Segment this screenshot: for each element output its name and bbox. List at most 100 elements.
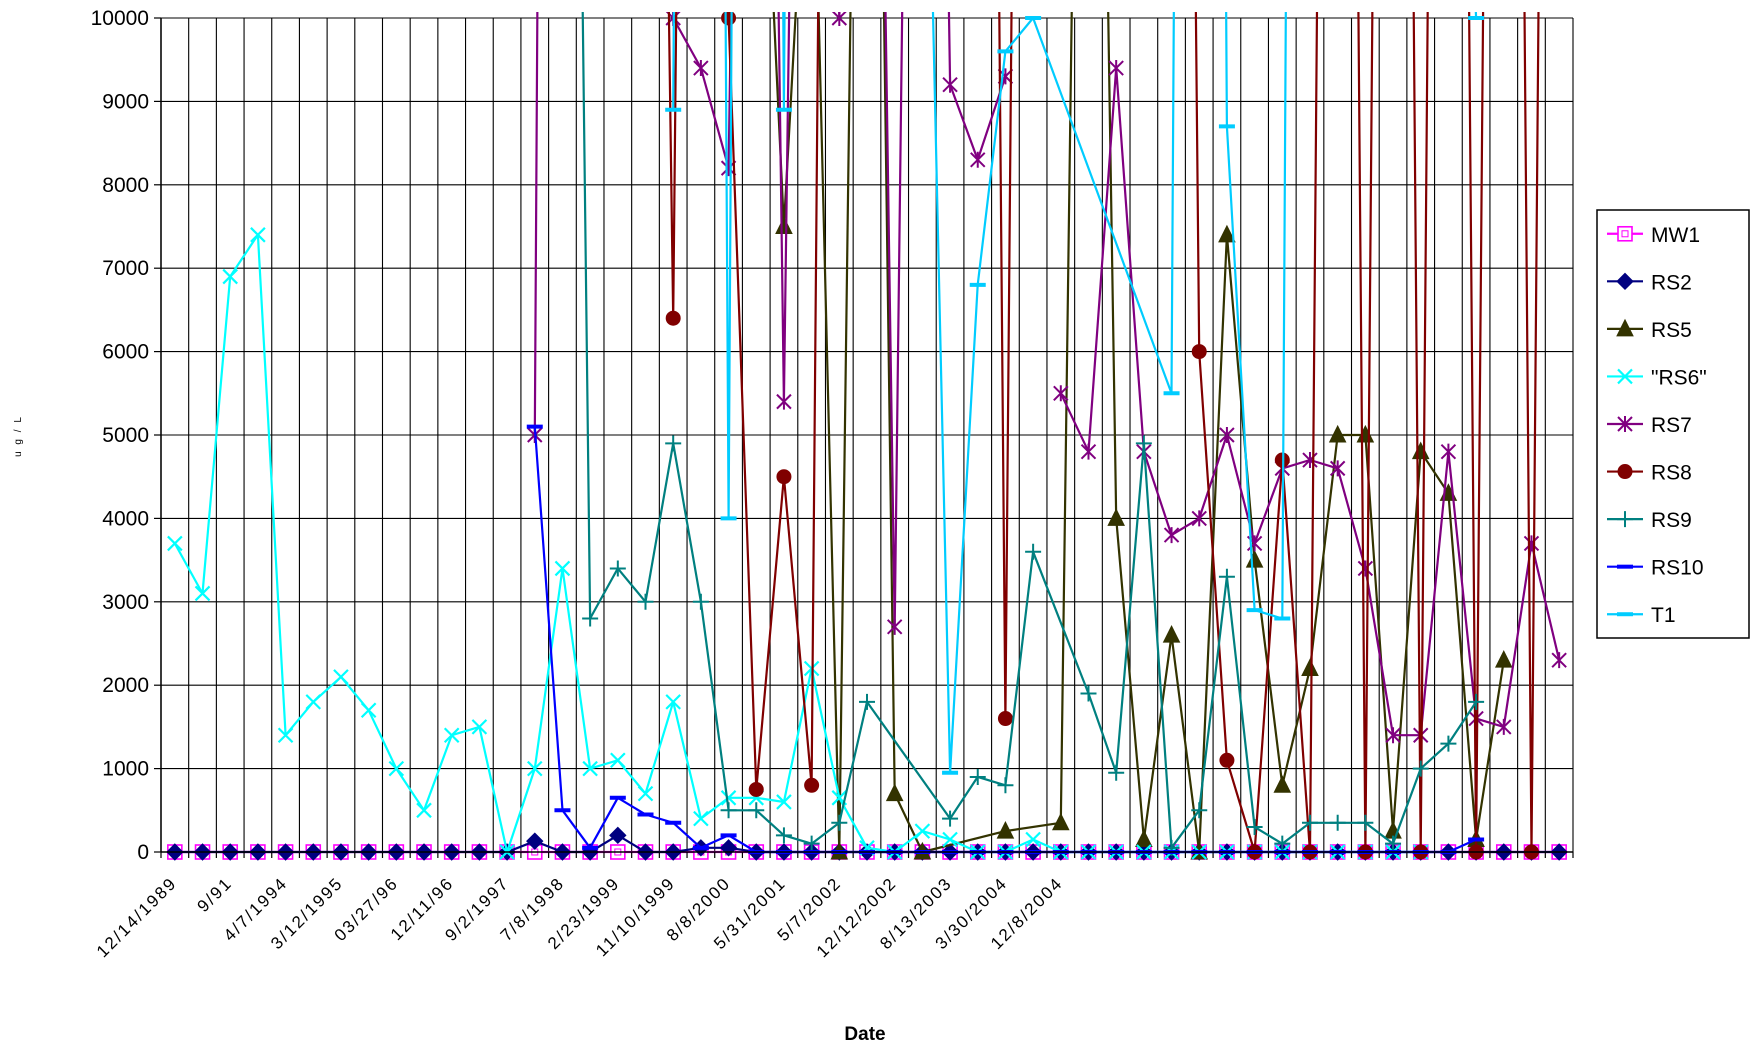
data-point — [1080, 443, 1097, 460]
data-point — [748, 781, 764, 797]
data-point — [388, 760, 405, 777]
data-point — [1191, 344, 1207, 360]
data-point — [1025, 543, 1042, 560]
data-point — [1053, 385, 1069, 402]
data-point — [1025, 831, 1041, 848]
legend-item-rs5: RS5 — [1607, 318, 1692, 342]
data-point — [720, 790, 737, 806]
data-point — [1329, 814, 1346, 831]
data-point — [1163, 527, 1180, 544]
data-point — [1617, 464, 1633, 480]
data-point — [1191, 510, 1207, 527]
data-point — [1274, 835, 1291, 852]
y-tick-label: 9000 — [102, 90, 149, 113]
data-point — [885, 783, 904, 802]
data-point — [1617, 416, 1633, 432]
data-point — [526, 760, 543, 777]
data-point — [997, 711, 1013, 727]
legend-item-mw1: MW1 — [1607, 224, 1700, 247]
legend-item-t1: T1 — [1607, 604, 1676, 627]
data-point — [776, 393, 792, 410]
data-point — [996, 821, 1015, 839]
y-tick-labels: 0 1000 2000 3000 4000 5000 6000 7000 8000 9000 100… — [91, 7, 149, 864]
data-point — [471, 719, 488, 735]
data-point — [665, 694, 681, 710]
x-axis-title: Date — [844, 1024, 885, 1045]
data-point — [997, 777, 1014, 794]
y-tick-label: 2000 — [102, 674, 149, 697]
data-point — [1617, 225, 1633, 242]
data-point — [1273, 775, 1292, 793]
series-layer — [166, 12, 1568, 861]
y-tick-label: 7000 — [102, 257, 149, 280]
data-point — [831, 814, 848, 831]
data-point — [1108, 60, 1124, 77]
data-point — [831, 12, 848, 26]
data-point — [1135, 435, 1152, 452]
data-point — [1551, 652, 1567, 669]
data-point — [803, 835, 820, 852]
legend-label: RS8 — [1651, 462, 1692, 485]
legend-item-rs8: RS8 — [1607, 462, 1692, 485]
data-point — [360, 702, 377, 718]
data-point — [775, 216, 793, 234]
legend-label: RS2 — [1651, 271, 1692, 294]
data-point — [222, 268, 238, 285]
legend-label: RS9 — [1651, 509, 1692, 532]
legend-label: MW1 — [1651, 224, 1700, 247]
data-point — [250, 227, 266, 243]
data-point — [443, 727, 460, 744]
data-point — [970, 151, 986, 168]
data-point — [914, 823, 931, 839]
data-point — [1357, 560, 1374, 577]
axes — [154, 17, 1574, 858]
y-tick-label: 4000 — [102, 507, 149, 530]
data-point — [305, 694, 322, 710]
data-point — [1245, 549, 1264, 568]
data-point — [1051, 812, 1070, 831]
y-tick-label: 5000 — [102, 424, 149, 447]
y-tick-label: 3000 — [102, 591, 149, 614]
data-point — [665, 435, 682, 452]
legend-item-rs9: RS9 — [1607, 509, 1692, 532]
data-point — [554, 560, 571, 577]
data-point — [194, 585, 211, 602]
data-point — [416, 802, 432, 819]
data-point — [721, 12, 737, 26]
gridlines — [160, 17, 1574, 853]
data-point — [1080, 685, 1097, 702]
data-point — [610, 752, 626, 769]
legend-label: RS7 — [1651, 414, 1692, 437]
data-point — [886, 618, 903, 635]
data-point — [1468, 693, 1485, 710]
data-point — [1302, 452, 1318, 469]
y-tick-label: 10000 — [91, 7, 149, 30]
data-point — [1440, 735, 1457, 752]
data-point — [942, 810, 959, 827]
data-point — [277, 727, 294, 744]
data-point — [1385, 835, 1402, 852]
data-point — [1616, 318, 1634, 337]
x-tick-label: 9/91 — [194, 873, 236, 915]
data-point — [1301, 814, 1318, 831]
data-point — [748, 802, 765, 819]
data-point — [1219, 427, 1235, 443]
data-point — [1440, 443, 1457, 460]
data-point — [692, 593, 709, 610]
legend-item-rs7: RS7 — [1607, 414, 1692, 437]
series-t1 — [665, 12, 1485, 775]
legend-item-rs10: RS10 — [1607, 557, 1704, 580]
data-point — [1357, 814, 1374, 831]
data-point — [1301, 658, 1319, 677]
data-point — [942, 831, 958, 848]
data-point — [1219, 752, 1235, 768]
x-tick-labels: 12/14/1989 9/914/7/19943/12/199503/27/961… — [93, 873, 1067, 961]
data-point — [637, 593, 654, 610]
y-tick-label: 1000 — [102, 758, 149, 781]
data-point — [582, 760, 598, 777]
series-line — [1059, 66, 1561, 737]
data-point — [775, 827, 792, 844]
data-point — [609, 826, 627, 845]
legend-label: RS10 — [1651, 557, 1704, 580]
